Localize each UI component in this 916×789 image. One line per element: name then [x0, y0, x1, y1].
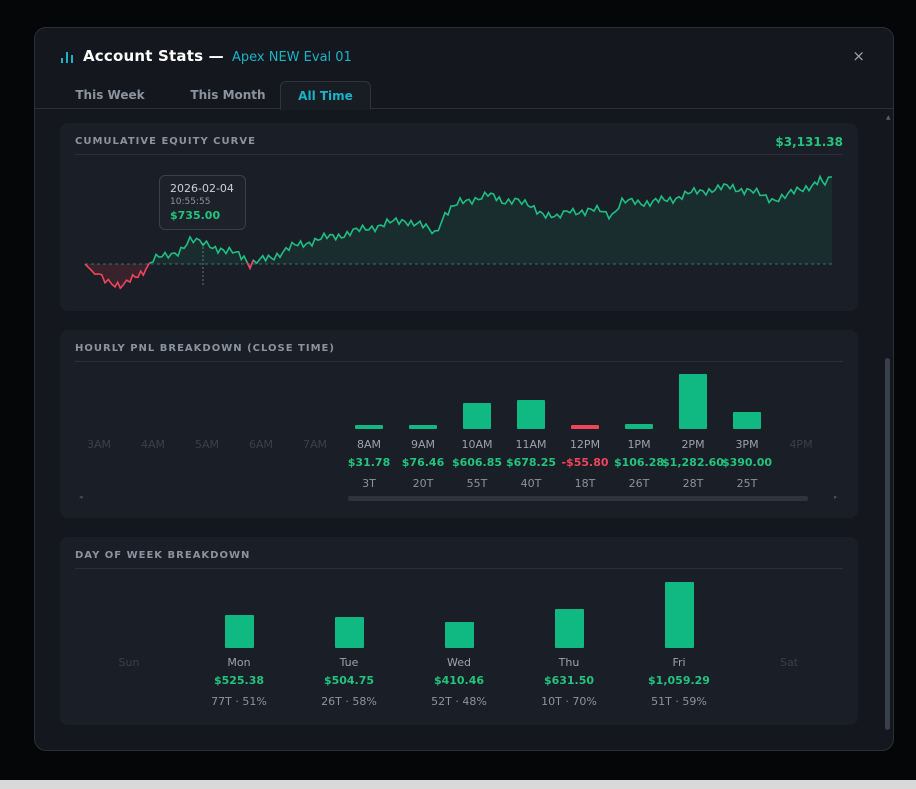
equity-total: $3,131.38 [775, 135, 843, 149]
weekday-label: Mon [227, 656, 251, 669]
tab-bar: This Week This Month All Time [35, 80, 893, 110]
weekday-stats: 77T · 51% [211, 695, 267, 708]
hour-label: 4AM [140, 438, 166, 451]
hour-pnl: $606.85 [451, 456, 503, 469]
hour-label: 6AM [248, 438, 274, 451]
close-icon[interactable]: × [852, 47, 865, 65]
weekday-title: DAY OF WEEK BREAKDOWN [75, 550, 251, 561]
divider [75, 154, 843, 155]
weekday-pnl: $525.38 [213, 674, 265, 687]
hourly-bar[interactable] [625, 424, 653, 429]
hour-trades: 55T [466, 477, 488, 490]
hour-trades: 28T [682, 477, 704, 490]
hour-label: 3AM [86, 438, 112, 451]
weekday-label: Sun [118, 656, 140, 669]
taskbar-strip [0, 780, 916, 789]
equity-curve-title: CUMULATIVE EQUITY CURVE [75, 136, 256, 147]
scroll-right-arrow[interactable]: ▸ [834, 493, 838, 501]
hour-pnl: $106.28 [613, 456, 665, 469]
hour-trades: 40T [520, 477, 542, 490]
divider [75, 568, 843, 569]
weekday-pnl: $1,059.29 [648, 674, 710, 687]
account-stats-modal: Account Stats — Apex NEW Eval 01 × This … [34, 27, 894, 751]
tab-all-time[interactable]: All Time [280, 81, 371, 110]
hourly-bar[interactable] [571, 425, 599, 429]
hour-label: 12PM [569, 438, 601, 451]
weekday-pnl: $504.75 [323, 674, 375, 687]
weekday-stats: 51T · 59% [651, 695, 707, 708]
hour-label: 8AM [356, 438, 382, 451]
hourly-pnl-title: HOURLY PNL BREAKDOWN (CLOSE TIME) [75, 343, 335, 354]
hour-pnl: $678.25 [505, 456, 557, 469]
hourly-bar[interactable] [463, 402, 491, 429]
hour-trades: 18T [574, 477, 596, 490]
hourly-pnl-card: HOURLY PNL BREAKDOWN (CLOSE TIME) 3AM 4AM… [60, 330, 858, 518]
hour-pnl: $76.46 [401, 456, 445, 469]
weekday-stats: 10T · 70% [541, 695, 597, 708]
scroll-up-arrow[interactable]: ▲ [886, 114, 891, 121]
equity-positive-area [149, 176, 832, 269]
tab-this-month[interactable]: This Month [190, 88, 266, 102]
hour-label: 7AM [302, 438, 328, 451]
hourly-bar[interactable] [517, 399, 545, 429]
hourly-bar[interactable] [355, 425, 383, 429]
modal-title: Account Stats — [83, 47, 224, 65]
weekday-label: Tue [339, 656, 359, 669]
weekday-label: Wed [447, 656, 471, 669]
hour-pnl: $1,282.60 [662, 456, 724, 469]
tooltip-date: 2026-02-04 [170, 182, 234, 195]
horizontal-scrollbar[interactable] [348, 496, 808, 501]
scroll-left-arrow[interactable]: ◂ [79, 493, 83, 501]
hour-label: 9AM [410, 438, 436, 451]
weekday-pnl: $631.50 [543, 674, 595, 687]
hourly-bar[interactable] [733, 412, 761, 429]
weekday-stats: 26T · 58% [321, 695, 377, 708]
equity-negative-area [85, 263, 150, 289]
equity-curve-card: CUMULATIVE EQUITY CURVE $3,131.38 2026-0… [60, 123, 858, 311]
weekday-label: Fri [672, 656, 686, 669]
tab-this-week[interactable]: This Week [75, 88, 145, 102]
weekday-pnl: $410.46 [433, 674, 485, 687]
hour-label: 2PM [681, 438, 705, 451]
hour-label: 3PM [735, 438, 759, 451]
weekday-label: Thu [558, 656, 580, 669]
weekday-stats: 52T · 48% [431, 695, 487, 708]
scrollbar-thumb[interactable] [885, 358, 890, 730]
hour-label: 10AM [461, 438, 493, 451]
weekday-bar[interactable] [444, 622, 474, 648]
hour-pnl: $31.78 [347, 456, 391, 469]
tooltip-time: 10:55:55 [170, 197, 211, 207]
hourly-bar[interactable] [679, 374, 707, 429]
tooltip-value: $735.00 [170, 209, 221, 222]
hour-label: 4PM [789, 438, 813, 451]
hour-label: 1PM [627, 438, 651, 451]
weekday-label: Sat [779, 656, 799, 669]
hour-trades: 20T [412, 477, 434, 490]
hour-pnl: -$55.80 [561, 456, 609, 469]
weekday-bar[interactable] [224, 615, 254, 648]
equity-line-negative [84, 262, 151, 290]
bar-chart-icon [61, 52, 73, 63]
hour-trades: 25T [736, 477, 758, 490]
weekday-card: DAY OF WEEK BREAKDOWN Sun Mon $525.38 77T ·… [60, 537, 858, 725]
equity-line-positive [149, 174, 833, 271]
hour-label: 11AM [515, 438, 547, 451]
divider [75, 361, 843, 362]
modal-header: Account Stats — Apex NEW Eval 01 × [35, 28, 893, 88]
weekday-bar[interactable] [334, 616, 364, 648]
hour-trades: 3T [362, 477, 376, 490]
hour-pnl: $390.00 [721, 456, 773, 469]
weekday-bar[interactable] [664, 582, 694, 648]
equity-line-negative-dip [246, 259, 255, 271]
equity-tooltip: 2026-02-04 10:55:55 $735.00 [159, 175, 246, 230]
equity-curve-chart[interactable] [60, 123, 858, 311]
hour-trades: 26T [628, 477, 650, 490]
hour-label: 5AM [194, 438, 220, 451]
weekday-bar[interactable] [554, 608, 584, 648]
account-name: Apex NEW Eval 01 [232, 50, 352, 65]
hourly-bar[interactable] [409, 425, 437, 429]
